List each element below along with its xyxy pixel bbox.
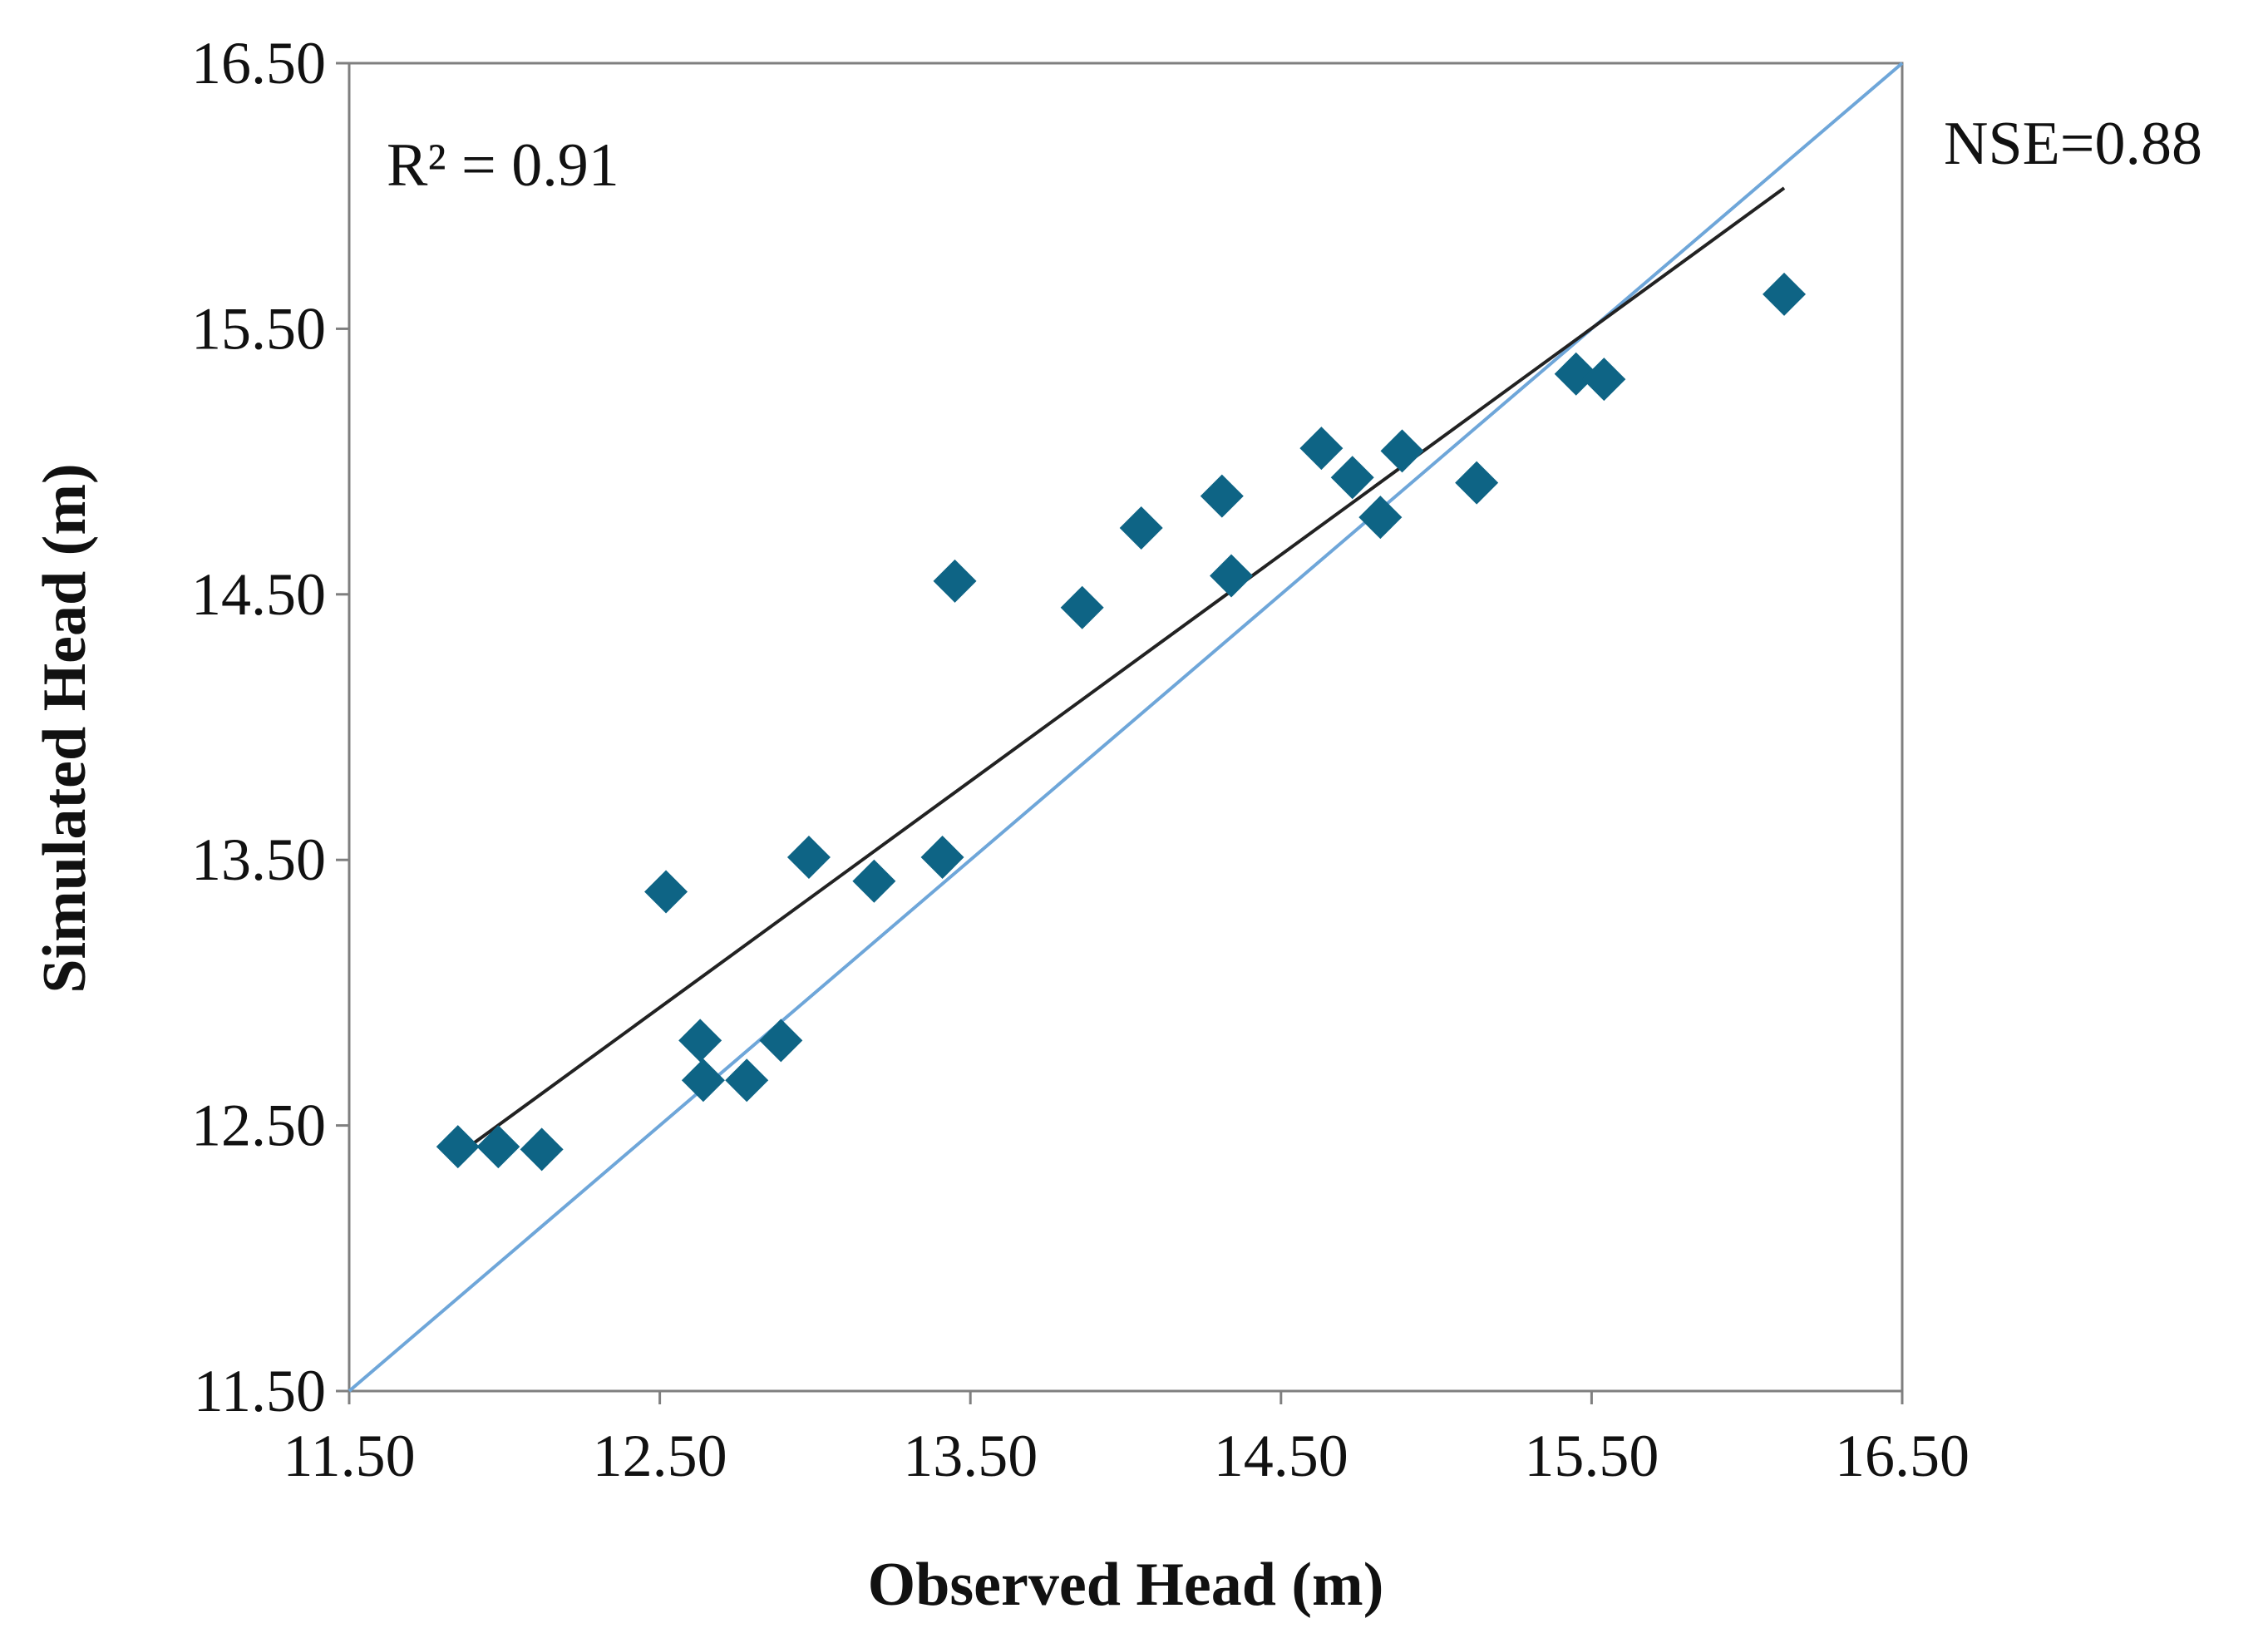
data-point <box>725 1058 769 1103</box>
one-to-one-line <box>348 62 1904 1393</box>
data-point <box>436 1125 480 1169</box>
data-point <box>1763 272 1807 316</box>
x-tick-label: 15.50 <box>1524 1423 1659 1489</box>
data-point <box>1299 427 1344 471</box>
x-tick-label: 16.50 <box>1835 1423 1970 1489</box>
data-point <box>933 559 977 603</box>
x-axis-title: Observed Head (m) <box>868 1551 1384 1619</box>
x-tick-label: 11.50 <box>283 1423 415 1489</box>
data-point <box>920 836 964 880</box>
data-point <box>1455 461 1499 505</box>
data-point <box>520 1127 564 1172</box>
data-point <box>476 1125 520 1169</box>
data-point <box>1200 474 1244 518</box>
data-point <box>1330 456 1374 500</box>
y-tick-label: 13.50 <box>191 826 326 893</box>
y-tick-label: 12.50 <box>191 1093 326 1159</box>
data-point <box>681 1058 725 1103</box>
data-point <box>1358 496 1403 540</box>
r-squared-annotation: R² = 0.91 <box>387 131 619 200</box>
y-tick-label: 15.50 <box>191 295 326 362</box>
x-tick-label: 14.50 <box>1214 1423 1348 1489</box>
data-point <box>1210 554 1254 598</box>
data-point <box>1582 358 1626 402</box>
chart-lines <box>348 62 1904 1393</box>
y-tick-label: 14.50 <box>191 561 326 628</box>
x-tick-label: 13.50 <box>903 1423 1038 1489</box>
y-tick-label: 16.50 <box>191 30 326 96</box>
data-point <box>1380 429 1424 473</box>
y-tick-label: 11.50 <box>194 1358 326 1424</box>
data-point <box>852 859 896 903</box>
data-point <box>1060 585 1104 629</box>
trendline <box>456 186 1786 1157</box>
data-points <box>436 272 1807 1172</box>
axis-ticks <box>336 62 1904 1404</box>
y-axis-title: Simulated Head (m) <box>31 463 99 993</box>
x-tick-label: 12.50 <box>593 1423 727 1489</box>
data-point <box>786 836 831 880</box>
data-point <box>1554 352 1598 396</box>
nse-annotation: NSE=0.88 <box>1944 110 2202 178</box>
data-point <box>1119 506 1163 550</box>
data-point <box>759 1019 803 1063</box>
data-point <box>644 870 688 914</box>
tick-labels: 11.50 12.50 13.50 14.50 15.50 16.50 11.50 12.50… <box>191 30 1970 1489</box>
data-point <box>678 1019 722 1063</box>
